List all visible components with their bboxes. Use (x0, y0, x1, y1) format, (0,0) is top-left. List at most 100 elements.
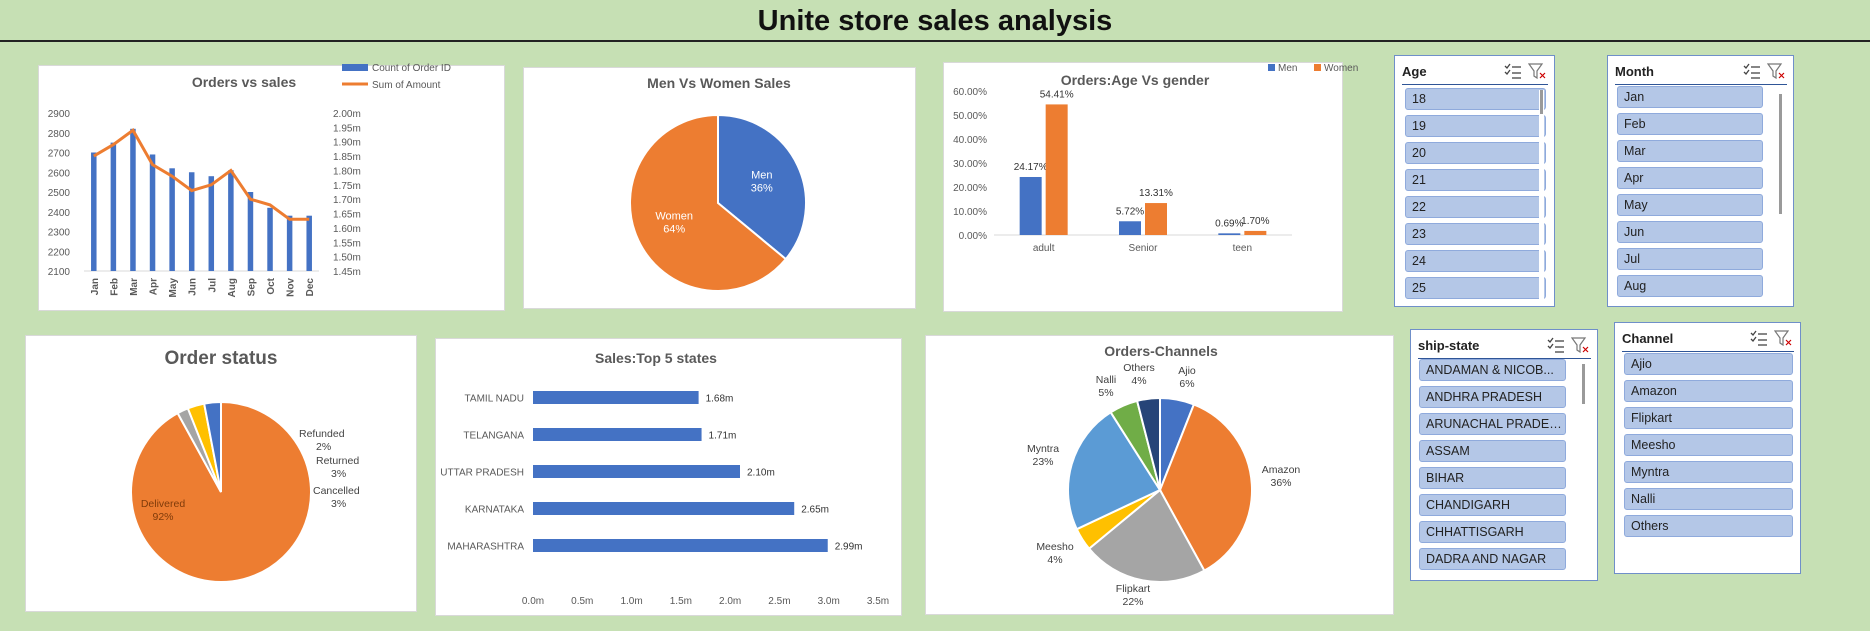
slicer-item[interactable]: Aug (1617, 275, 1763, 297)
slicer-item[interactable]: Mar (1617, 140, 1763, 162)
y-right-tick-label: 1.45m (333, 267, 361, 278)
bar-orders-mar (130, 128, 136, 271)
slicer-item[interactable]: Amazon (1624, 380, 1793, 402)
pie-label: Men (751, 169, 772, 181)
orders-vs-sales-chart[interactable]: Orders vs sales 2900 2800 2700 2600 2500 2400 2… (38, 63, 505, 311)
clear-filter-icon[interactable] (1527, 63, 1548, 81)
slicer-item[interactable]: CHHATTISGARH (1419, 521, 1566, 543)
slicer-scrollbar[interactable] (1539, 90, 1544, 304)
x-tick-label: 1.5m (670, 596, 692, 607)
order-status-chart[interactable]: Order status Delivered 92% Refunded 2% Return… (25, 335, 417, 612)
bar-orders-jan (91, 152, 97, 271)
data-label: 24.17% (1014, 162, 1048, 173)
pie-value-label: 5% (1098, 387, 1113, 399)
legend-label: Sum of Amount (372, 80, 441, 91)
x-tick-label: adult (1033, 243, 1055, 254)
pie-value-label: 6% (1179, 378, 1194, 390)
pie-slice-others (1135, 396, 1161, 491)
slicer-scroll-thumb[interactable] (1779, 94, 1782, 214)
age-vs-gender-chart[interactable]: Orders:Age Vs gender 60.00% 50.00% 40.00% 30… (943, 62, 1358, 312)
slicer-item[interactable]: Feb (1617, 113, 1763, 135)
slicer-item[interactable]: Jun (1617, 221, 1763, 243)
slicer-item[interactable]: Others (1624, 515, 1793, 537)
slicer-item[interactable]: Flipkart (1624, 407, 1793, 429)
x-tick-label: Aug (227, 278, 238, 297)
channel-slicer[interactable]: Channel Ajio Amazon Flipkart Meesho Myntra Nal… (1614, 322, 1801, 574)
slicer-item[interactable]: 20 (1405, 142, 1546, 164)
slicer-title: Channel (1622, 331, 1674, 346)
y-left-tick-label: 2600 (48, 168, 71, 179)
multi-select-icon[interactable] (1547, 337, 1567, 355)
slicer-item[interactable]: BIHAR (1419, 467, 1566, 489)
bar-men-senior (1119, 221, 1141, 235)
slicer-item[interactable]: 21 (1405, 169, 1546, 191)
y-left-tick-label: 2100 (48, 267, 71, 278)
y-tick-label: 40.00% (953, 135, 987, 146)
y-left-tick-label: 2500 (48, 188, 71, 199)
pie-slice-flipkart (1087, 488, 1206, 583)
data-label: 1.70% (1241, 216, 1269, 227)
pie-slice-men (717, 113, 807, 261)
y-right-tick-label: 1.55m (333, 238, 361, 249)
slicer-header: Channel (1622, 329, 1794, 352)
slicer-item[interactable]: 19 (1405, 115, 1546, 137)
bar-orders-apr (149, 154, 156, 271)
y-tick-label: 20.00% (953, 183, 987, 194)
pie-label: Returned (316, 455, 359, 467)
slicer-scroll-thumb[interactable] (1582, 364, 1585, 404)
y-left-tick-label: 2200 (48, 247, 71, 258)
clear-filter-icon[interactable] (1570, 337, 1591, 355)
slicer-item[interactable]: Myntra (1624, 461, 1793, 483)
slicer-item[interactable]: CHANDIGARH (1419, 494, 1566, 516)
line-sum-of-amount (93, 128, 310, 221)
y-tick-label: TAMIL NADU (465, 394, 524, 405)
slicer-item[interactable]: Jan (1617, 86, 1763, 108)
slicer-item[interactable]: ARUNACHAL PRADESH (1419, 413, 1566, 435)
multi-select-icon[interactable] (1504, 63, 1524, 81)
slicer-item[interactable]: Apr (1617, 167, 1763, 189)
pie-slice-amazon (1158, 403, 1253, 572)
pie-label: Women (655, 211, 693, 223)
slicer-item[interactable]: 22 (1405, 196, 1546, 218)
orders-channels-chart[interactable]: Orders-Channels Ajio 6% Amazon 36% Flipkart 22… (925, 335, 1394, 615)
ship-state-slicer[interactable]: ship-state ANDAMAN & NICOB... ANDHRA PRADE… (1410, 329, 1598, 581)
bar-women-senior (1145, 203, 1167, 235)
slicer-item[interactable]: 23 (1405, 223, 1546, 245)
clear-filter-icon[interactable] (1773, 330, 1794, 348)
top5-states-chart[interactable]: Sales:Top 5 states TAMIL NADU 1.68m TELANGA… (435, 338, 902, 616)
slicer-title: Month (1615, 64, 1654, 79)
slicer-item[interactable]: 18 (1405, 88, 1546, 110)
slicer-scrollbar[interactable] (1778, 90, 1783, 304)
slicer-item[interactable]: ANDHRA PRADESH (1419, 386, 1566, 408)
slicer-item[interactable]: Nalli (1624, 488, 1793, 510)
multi-select-icon[interactable] (1743, 63, 1763, 81)
y-right-tick-label: 1.60m (333, 224, 361, 235)
men-vs-women-chart[interactable]: Men Vs Women Sales Men 36% Women 64% (523, 67, 916, 309)
legend-label: Men (1278, 63, 1297, 74)
age-slicer[interactable]: Age 18 19 20 21 22 23 24 25 (1394, 55, 1555, 307)
clear-filter-icon[interactable] (1766, 63, 1787, 81)
slicer-scroll-thumb[interactable] (1540, 90, 1543, 114)
slicer-item[interactable]: DADRA AND NAGAR (1419, 548, 1566, 570)
bar-orders-jun (188, 172, 195, 271)
data-label: 54.41% (1040, 89, 1074, 100)
slicer-item[interactable]: 25 (1405, 277, 1546, 299)
multi-select-icon[interactable] (1750, 330, 1770, 348)
bar-men-teen (1218, 233, 1241, 235)
slicer-item[interactable]: ASSAM (1419, 440, 1566, 462)
slicer-scrollbar[interactable] (1581, 364, 1586, 578)
pie-label: Delivered (141, 498, 186, 510)
slicer-item[interactable]: Jul (1617, 248, 1763, 270)
slicer-item[interactable]: Ajio (1624, 353, 1793, 375)
month-slicer[interactable]: Month Jan Feb Mar Apr May Jun Jul Aug (1607, 55, 1794, 307)
slicer-item[interactable]: Meesho (1624, 434, 1793, 456)
chart-title: Men Vs Women Sales (647, 75, 791, 91)
pie-label: Ajio (1178, 365, 1196, 377)
orders-vs-sales-svg: Orders vs sales 2900 2800 2700 2600 2500 2400 2… (48, 63, 451, 297)
slicer-item[interactable]: 24 (1405, 250, 1546, 272)
pie-value-label: 23% (1032, 456, 1053, 468)
slicer-item[interactable]: May (1617, 194, 1763, 216)
slicer-item[interactable]: ANDAMAN & NICOB... (1419, 359, 1566, 381)
y-right-tick-label: 2.00m (333, 109, 361, 120)
